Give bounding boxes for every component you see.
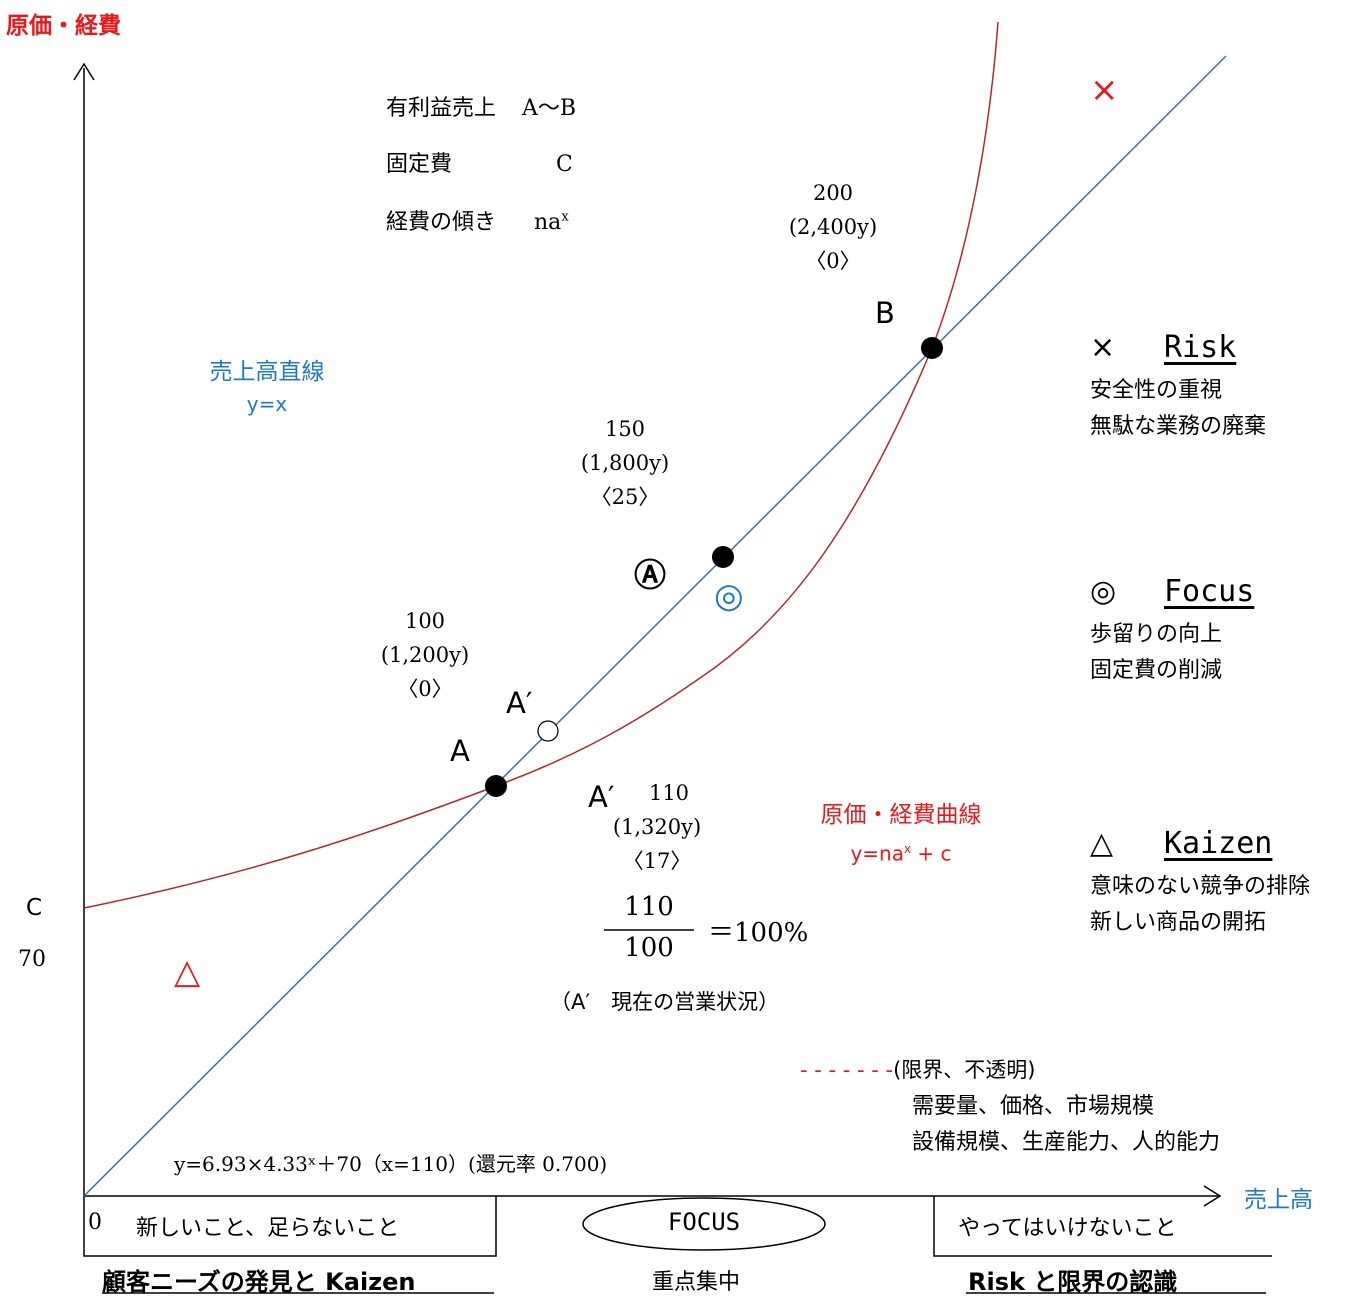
limit-title: - - - - - - -(限界、不透明) bbox=[800, 1058, 1036, 1082]
annotation-100: 100 (1,200y) 〈0〉 bbox=[380, 609, 470, 701]
x-axis-arrowhead bbox=[1203, 1185, 1222, 1207]
fixed-cost-label: C bbox=[26, 895, 43, 921]
kaizen-category: △ Kaizen 意味のない競争の排除 新しい商品の開拓 bbox=[1090, 826, 1310, 941]
kaizen-symbol: △ bbox=[1090, 826, 1114, 861]
x-axis-label: 売上高 bbox=[1244, 1187, 1313, 1213]
sales-line-title: 売上高直線 bbox=[209, 359, 325, 385]
kaizen-title: Kaizen bbox=[1164, 826, 1273, 861]
info-line-2: 固定費 C bbox=[386, 152, 573, 177]
focus-line-1: 歩留りの向上 bbox=[1090, 622, 1223, 647]
annotation-200: 200 (2,400y) 〈0〉 bbox=[788, 181, 878, 273]
focus-oval-text: FOCUS bbox=[667, 1208, 741, 1236]
sales-line bbox=[83, 55, 1227, 1197]
risk-symbol: × bbox=[1090, 330, 1116, 365]
right-caption: Risk と限界の認識 bbox=[968, 1268, 1178, 1296]
fixed-cost-value: 70 bbox=[18, 947, 46, 972]
center-caption: 重点集中 bbox=[652, 1270, 741, 1295]
origin-label: 0 bbox=[88, 1210, 102, 1235]
y-axis-arrowhead bbox=[73, 62, 95, 81]
risk-category: × Risk 安全性の重視 無駄な業務の廃棄 bbox=[1090, 330, 1266, 445]
sales-line-formula: y=x bbox=[246, 392, 288, 416]
point-a-prime-2-label: A′ bbox=[588, 780, 615, 814]
cost-curve-formula: y=nax + c bbox=[850, 841, 952, 866]
kaizen-marker: △ bbox=[174, 952, 201, 992]
focus-symbol: ◎ bbox=[1090, 574, 1117, 609]
right-box-text: やってはいけないこと bbox=[958, 1216, 1177, 1241]
risk-line-2: 無駄な業務の廃棄 bbox=[1090, 414, 1267, 439]
info-line-3: 経費の傾き nax bbox=[386, 209, 569, 235]
focus-oval bbox=[582, 1197, 826, 1251]
risk-line-1: 安全性の重視 bbox=[1090, 378, 1223, 403]
left-box-text: 新しいこと、足らないこと bbox=[136, 1216, 400, 1241]
left-box-frame bbox=[83, 1196, 497, 1257]
kaizen-line-2: 新しい商品の開拓 bbox=[1090, 910, 1267, 935]
cost-curve-label: 原価・経費曲線 y=nax + c bbox=[796, 798, 1006, 871]
ratio-caption: （A′ 現在の営業状況） bbox=[550, 990, 780, 1014]
point-a-prime-open bbox=[537, 720, 559, 742]
sales-line-label: 売上高直線 y=x bbox=[192, 356, 342, 420]
right-box-frame bbox=[933, 1196, 1272, 1257]
curve-equation: y=6.93×4.33ˣ＋70（x=110）(還元率 0.700) bbox=[174, 1152, 608, 1176]
left-caption: 顧客ニーズの発見と Kaizen bbox=[102, 1268, 416, 1296]
focus-category: ◎ Focus 歩留りの向上 固定費の削減 bbox=[1090, 574, 1254, 689]
focus-line-2: 固定費の削減 bbox=[1090, 658, 1223, 683]
ratio-result: ＝100% bbox=[708, 918, 809, 948]
limit-line-1: 需要量、価格、市場規模 bbox=[912, 1094, 1155, 1119]
point-b bbox=[921, 337, 943, 359]
cost-curve bbox=[83, 21, 999, 909]
risk-marker: × bbox=[1090, 70, 1119, 110]
limit-line-2: 設備規模、生産能力、人的能力 bbox=[912, 1130, 1221, 1155]
ratio-denominator: 100 bbox=[624, 933, 674, 963]
point-b-label: B bbox=[875, 296, 895, 330]
cost-curve-title: 原価・経費曲線 bbox=[820, 802, 982, 828]
annotation-150: 150 (1,800y) 〈25〉 bbox=[580, 417, 670, 509]
point-a-prime-label: A′ bbox=[506, 686, 533, 720]
info-line-1: 有利益売上 A～B bbox=[386, 96, 577, 121]
limit-dashes: - - - - - - - bbox=[800, 1058, 894, 1082]
point-a-label: A bbox=[450, 734, 470, 768]
risk-title: Risk bbox=[1164, 330, 1237, 365]
point-150 bbox=[712, 546, 734, 568]
y-axis-label: 原価・経費 bbox=[6, 13, 121, 39]
focus-point-mark: Ⓐ bbox=[634, 556, 667, 594]
point-a bbox=[485, 775, 507, 797]
annotation-110: 110 (1,320y) 〈17〉 bbox=[612, 781, 702, 873]
ratio-numerator: 110 bbox=[624, 892, 674, 922]
focus-title: Focus bbox=[1164, 574, 1255, 609]
focus-marker: ◎ bbox=[714, 576, 744, 616]
kaizen-line-1: 意味のない競争の排除 bbox=[1090, 874, 1311, 899]
